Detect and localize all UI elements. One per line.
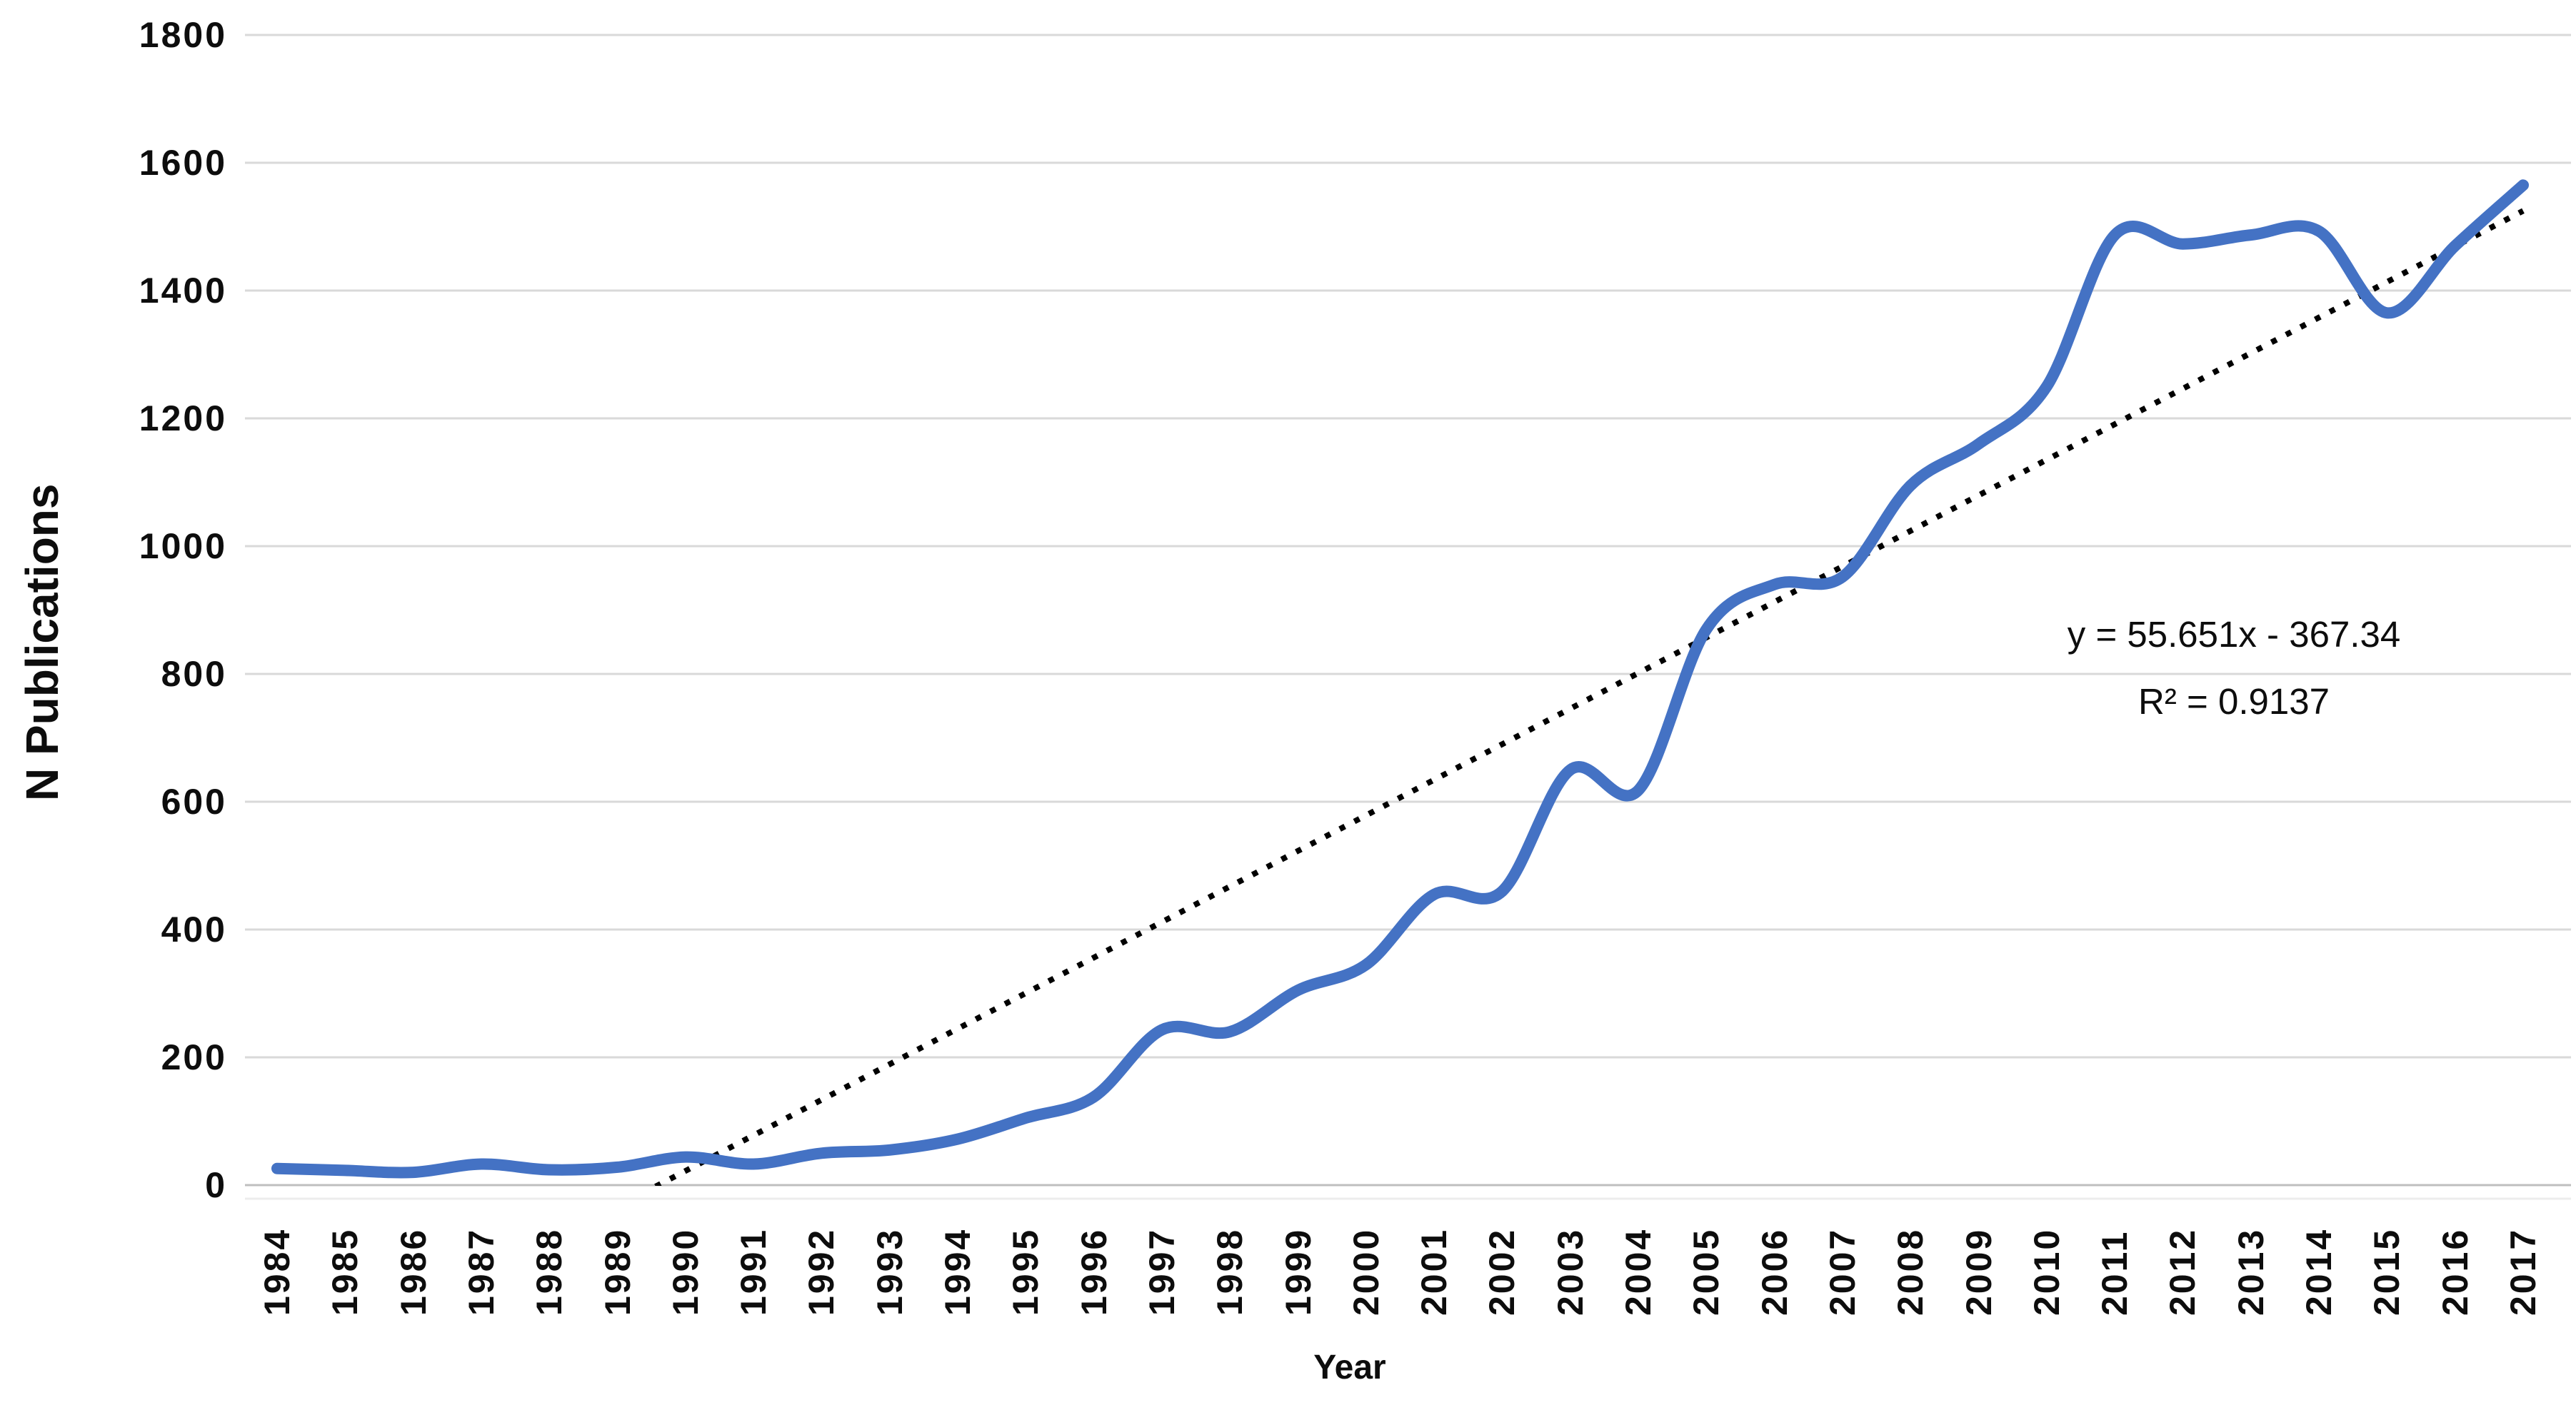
x-tick-label: 1991 [733,1227,774,1316]
x-tick-label: 2002 [1482,1227,1523,1316]
series-line-publications [271,179,2529,1179]
x-tick-label: 2013 [2230,1227,2271,1316]
y-tick-label: 1800 [139,15,227,55]
x-tick-label: 1997 [1141,1227,1182,1316]
x-tick-label: 2010 [2026,1227,2067,1316]
y-axis-title: N Publications [16,483,68,802]
x-tick-label: 1995 [1006,1227,1046,1316]
x-tick-label: 1988 [529,1227,570,1316]
x-tick-label: 2009 [1958,1227,1999,1316]
x-axis-title: Year [1313,1349,1386,1386]
x-tick-label: 2004 [1618,1227,1659,1316]
y-tick-label: 1000 [139,526,227,566]
x-tick-label: 2015 [2367,1227,2407,1316]
x-tick-label: 1986 [393,1227,433,1316]
trendline-annotation: y = 55.651x - 367.34 R² = 0.9137 [2005,601,2462,735]
x-tick-label: 2016 [2435,1227,2475,1316]
x-tick-label: 2005 [1686,1227,1727,1316]
x-tick-label: 2008 [1890,1227,1931,1316]
x-tick-label: 1984 [257,1227,297,1316]
x-tick-label: 2001 [1414,1227,1455,1316]
y-tick-label: 200 [161,1037,227,1077]
x-tick-label: 2012 [2162,1227,2203,1316]
y-tick-label: 600 [161,782,227,822]
y-tick-label: 1400 [139,271,227,311]
x-tick-label: 1989 [597,1227,638,1316]
y-tick-label: 1200 [139,398,227,438]
trendline [651,208,2525,1186]
x-tick-label: 1987 [461,1227,501,1316]
x-tick-label: 2014 [2299,1227,2340,1316]
y-tick-label: 0 [205,1165,227,1205]
trendline-r-squared: R² = 0.9137 [2138,681,2330,722]
x-tick-label: 1993 [869,1227,910,1316]
x-tick-label: 1994 [938,1227,978,1316]
x-tick-label: 2006 [1754,1227,1795,1316]
x-tick-label: 1985 [325,1227,366,1316]
x-tick-label: 1990 [665,1227,706,1316]
trendline-equation: y = 55.651x - 367.34 [2067,614,2401,655]
x-tick-label: 1998 [1210,1227,1251,1316]
x-tick-label: 1992 [801,1227,842,1316]
x-tick-label: 2000 [1345,1227,1386,1316]
x-tick-label: 2017 [2502,1227,2543,1316]
y-tick-label: 800 [161,654,227,694]
x-tick-label: 2007 [1822,1227,1863,1316]
x-tick-label: 1999 [1278,1227,1318,1316]
y-tick-label: 400 [161,910,227,950]
x-tick-label: 1996 [1073,1227,1114,1316]
x-tick-label: 2003 [1550,1227,1590,1316]
x-tick-label: 2011 [2095,1229,2135,1316]
y-tick-label: 1600 [139,143,227,183]
